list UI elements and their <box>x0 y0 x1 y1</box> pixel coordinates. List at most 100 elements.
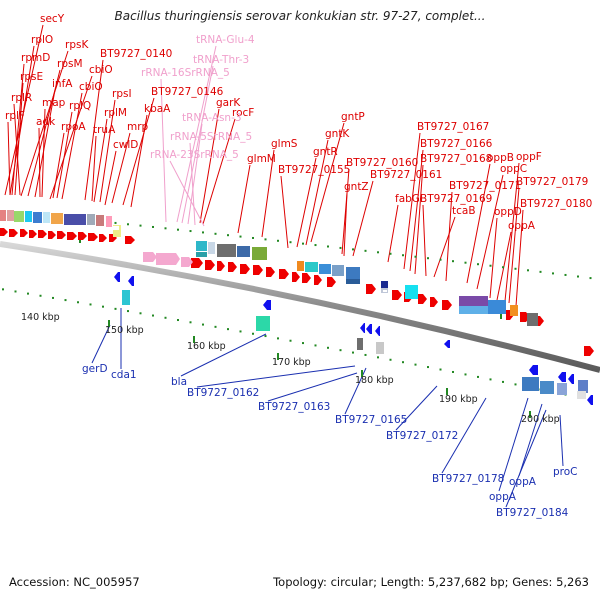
gene-arrow-fwd <box>9 229 18 237</box>
gene-label-fwd: oppB <box>487 152 514 164</box>
gene-feature-box <box>96 215 104 226</box>
tick-dot <box>264 238 267 241</box>
leader-line <box>91 135 97 202</box>
gene-arrow-fwd <box>99 234 107 242</box>
gene-label-fwd: rpoA <box>61 121 86 133</box>
leader-line <box>41 108 46 198</box>
gene-arrow-fwd <box>88 233 98 241</box>
gene-label-fwd: gntK <box>325 128 350 140</box>
tick-dot <box>414 255 417 258</box>
leader-line <box>518 403 543 477</box>
gene-arrow-fwd <box>292 272 300 282</box>
leader-line <box>341 168 350 255</box>
tick-dot <box>427 257 429 260</box>
tick-major <box>446 388 448 395</box>
leader-line <box>7 121 11 196</box>
tick-dot <box>114 221 117 224</box>
tick-dot <box>39 294 42 297</box>
gene-arrow-fwd <box>29 230 37 238</box>
gene-label-fwd: rpsK <box>65 39 89 51</box>
leader-line <box>181 65 214 224</box>
leader-line <box>196 365 356 388</box>
tick-major <box>193 336 195 343</box>
tick-dot <box>277 239 279 242</box>
gene-feature-box <box>459 296 488 306</box>
gene-arrow-fwd <box>156 253 180 265</box>
gene-arrow-fwd <box>442 300 452 310</box>
gene-label-rev: oppA <box>489 491 517 503</box>
leader-line <box>93 118 108 203</box>
gene-arrow-rev <box>114 272 120 282</box>
leader-line <box>49 75 93 200</box>
leader-line <box>61 92 83 200</box>
gene-feature-box <box>33 212 42 223</box>
leader-line <box>160 78 167 223</box>
leader-line <box>489 217 498 299</box>
accession-label: Accession: NC_005957 <box>9 575 140 589</box>
gene-arrow-rev <box>128 276 134 286</box>
leader-line <box>99 99 116 203</box>
scale-label: 150 kbp <box>105 325 144 336</box>
leader-line <box>504 162 520 302</box>
tick-dot <box>202 231 204 234</box>
tick-dot <box>314 344 317 347</box>
tick-dot <box>489 378 492 381</box>
gene-arrow-rev <box>529 365 538 375</box>
tick-major <box>108 320 110 327</box>
tick-dot <box>289 241 292 244</box>
tick-dot <box>339 246 342 249</box>
gene-arrow-fwd <box>253 265 263 275</box>
gene-feature-box <box>51 213 63 224</box>
gene-label-rev: BT9727_0178 <box>432 473 504 485</box>
gene-feature-box <box>113 225 121 237</box>
tick-dot <box>227 234 229 237</box>
gene-arrow-fwd <box>48 231 56 239</box>
gene-feature-box <box>305 262 318 272</box>
leader-line <box>395 385 438 431</box>
gene-feature-box <box>87 214 95 225</box>
tick-dot <box>14 290 17 293</box>
gene-feature-box <box>459 306 488 314</box>
gene-label-fwd: glmM <box>247 153 276 165</box>
gene-label-fwd: mrp <box>127 121 149 133</box>
scale-label: 140 kbp <box>21 312 60 323</box>
gene-labels: secY rplO rpmD rpsK rpsE rpsM infA cbiO rplR map c… <box>5 13 592 519</box>
tick-dot <box>152 225 154 228</box>
gene-arrow-fwd <box>125 236 135 244</box>
gene-label-fwd: rpsI <box>112 88 132 100</box>
scale-label: 180 kbp <box>355 375 394 386</box>
tick-dot <box>527 269 529 272</box>
tick-dot <box>427 366 429 369</box>
gene-feature-box <box>64 214 86 225</box>
gene-feature-box <box>527 313 538 326</box>
gene-arrow-fwd <box>240 264 250 274</box>
gene-label-fwd: BT9727_0171 <box>449 180 521 192</box>
gene-feature-box <box>357 338 363 350</box>
gene-label-fwd: oppD <box>494 206 522 218</box>
gene-arrow-fwd <box>266 267 275 277</box>
gene-features <box>0 210 594 405</box>
tick-dot <box>152 314 154 317</box>
leader-line <box>91 324 111 364</box>
tick-dot <box>239 330 242 333</box>
gene-label-rev: bla <box>171 376 187 388</box>
leader-line <box>476 174 504 290</box>
gene-feature-box <box>510 305 518 316</box>
tick-dot <box>377 251 379 254</box>
rna-label: tRNA-Glu-4 <box>196 34 255 46</box>
leader-line <box>310 122 345 243</box>
gene-feature-box <box>319 264 331 274</box>
gene-label-rev: cda1 <box>111 369 137 381</box>
leader-line <box>280 175 289 249</box>
leader-line <box>202 118 236 225</box>
leader-line <box>422 204 427 277</box>
gene-feature-box <box>256 316 270 331</box>
tick-dot <box>102 305 104 308</box>
gene-label-fwd: BT9727_0166 <box>420 138 493 150</box>
tick-dot <box>489 264 492 267</box>
leader-line <box>111 132 131 204</box>
tick-dot <box>377 356 379 359</box>
gene-arrow-rev <box>360 323 365 333</box>
tick-dot <box>452 370 454 373</box>
tick-dot <box>2 288 4 291</box>
